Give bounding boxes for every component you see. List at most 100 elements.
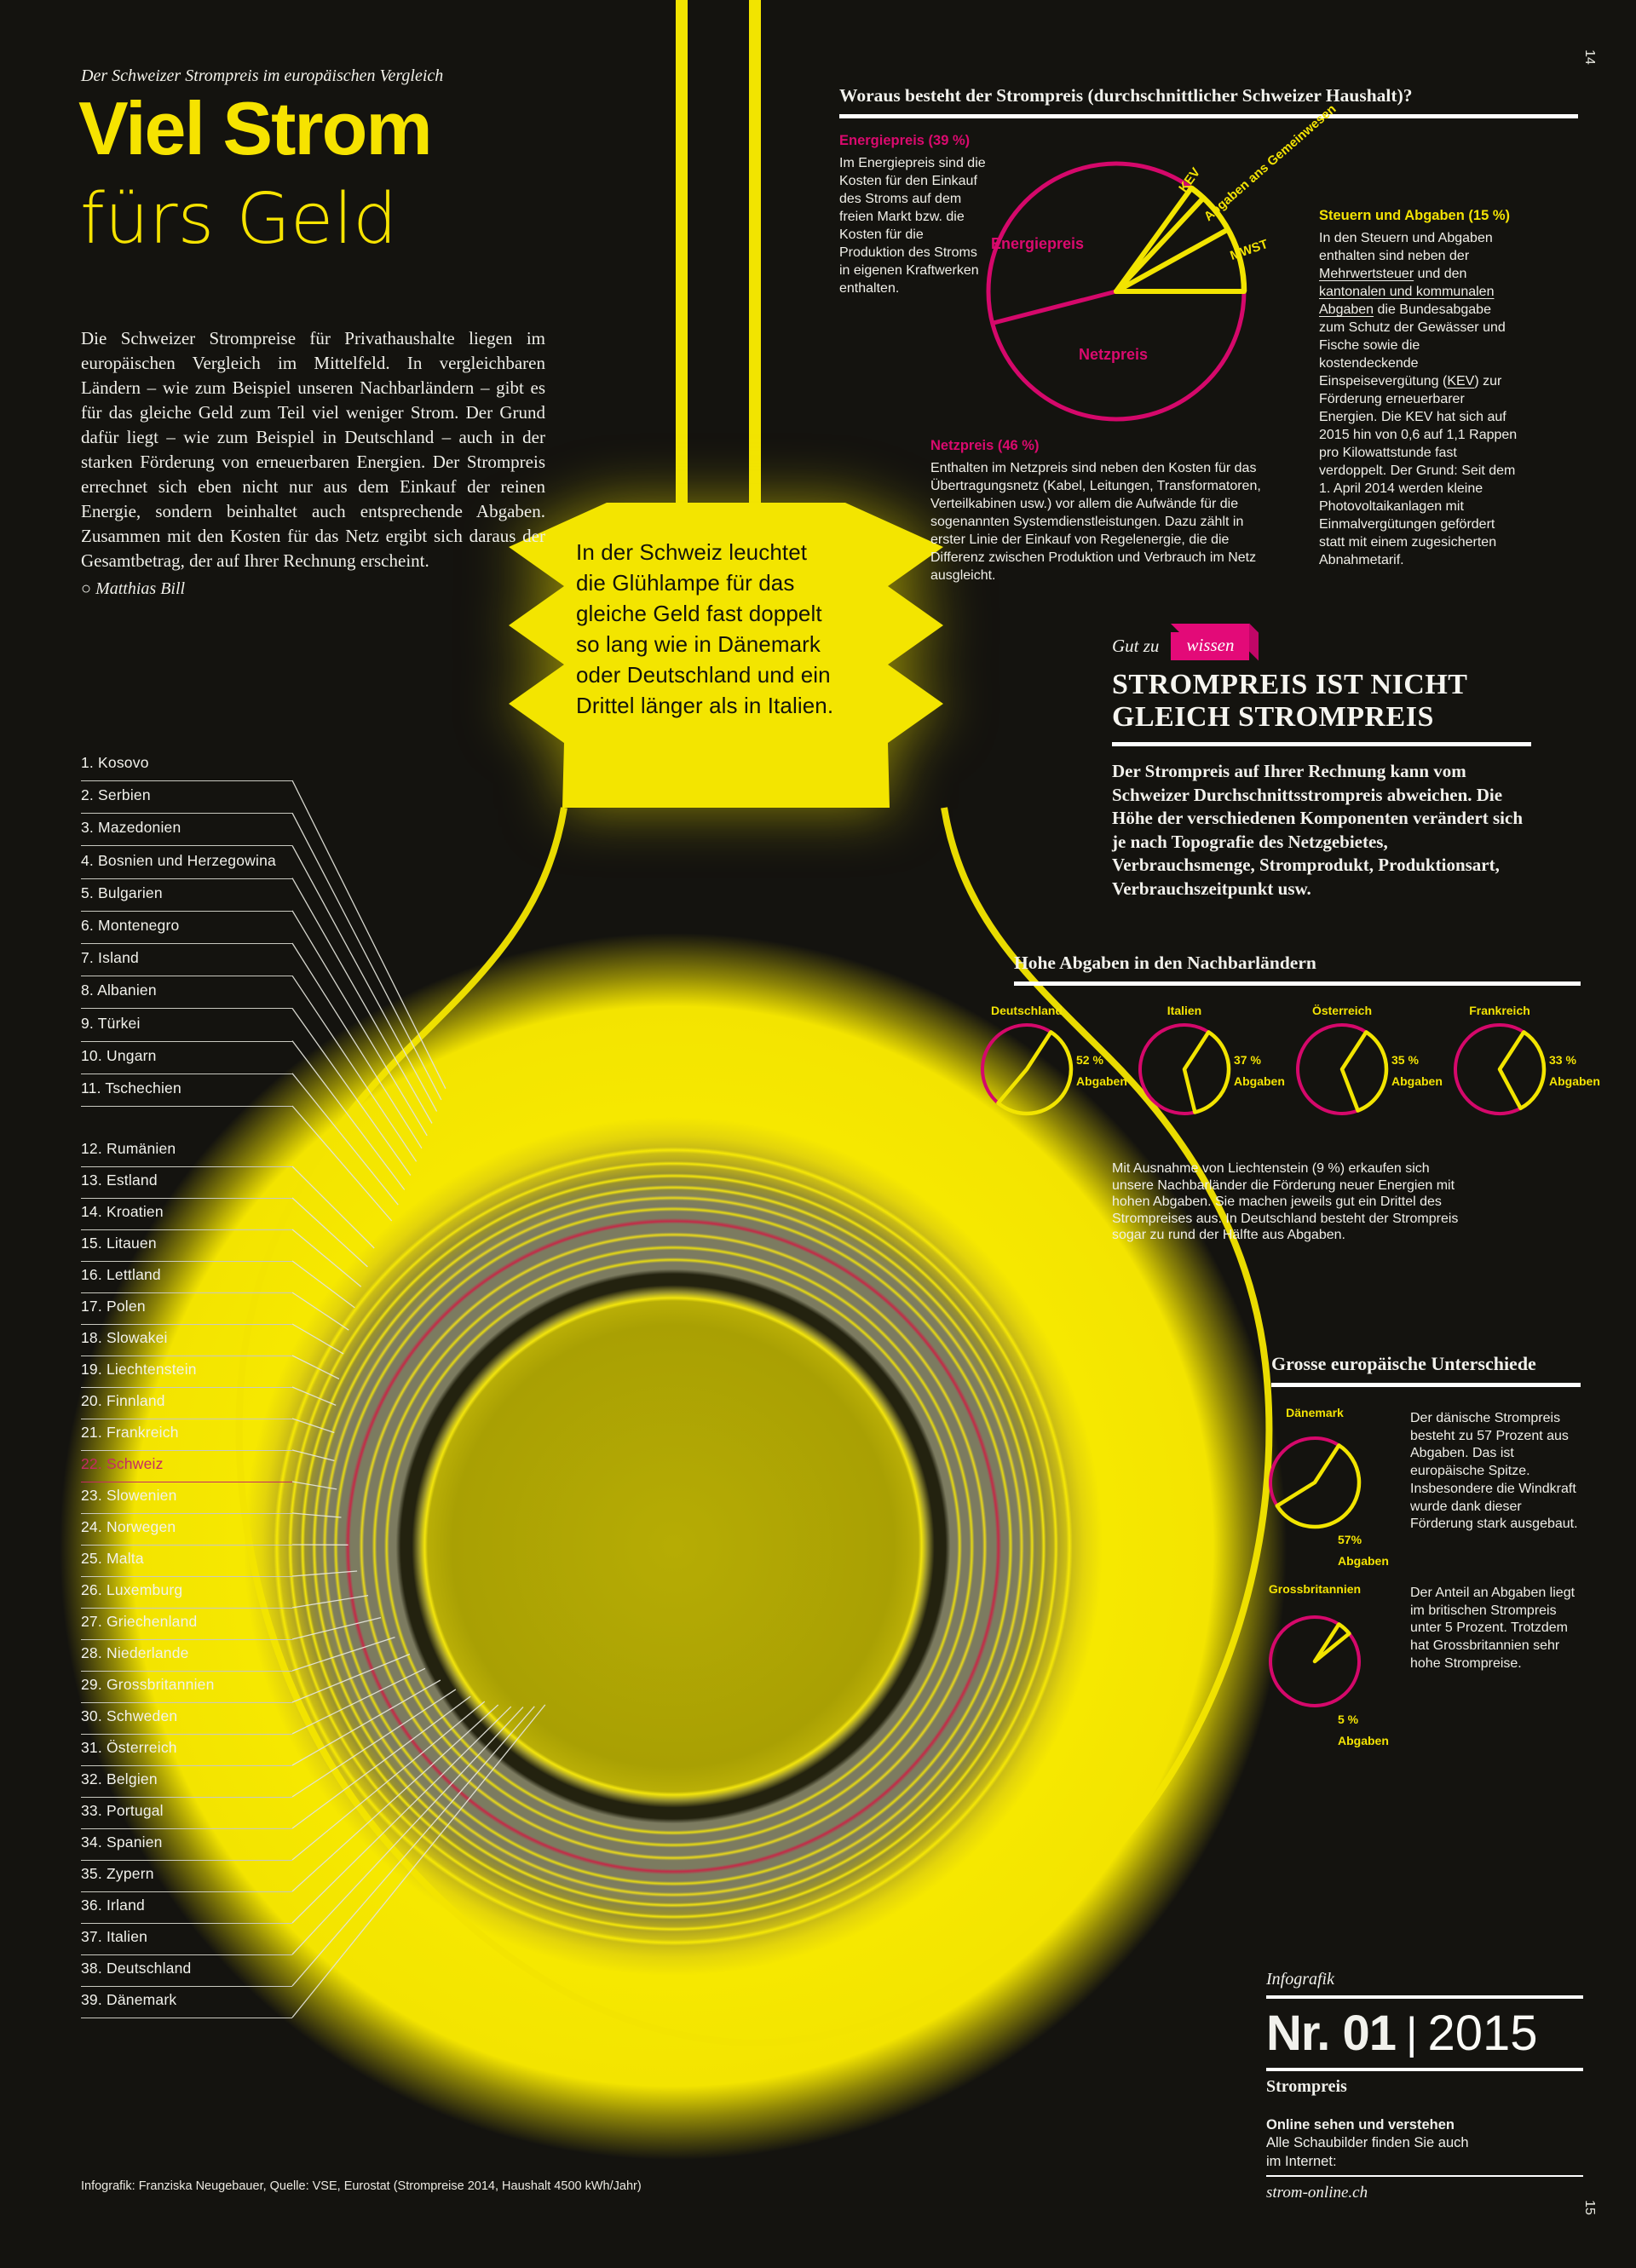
leader-line [291,1449,335,1462]
leader-line [291,1512,342,1518]
neighbor-pie-pct: 52 % Abgaben [1076,1050,1127,1092]
credit-line: Infografik: Franziska Neugebauer, Quelle… [81,2179,642,2193]
issue-topic: Strompreis [1266,2077,1347,2096]
leader-line [291,1073,399,1206]
leader-line [291,1695,471,1829]
strompreis-pie-chart [986,161,1247,422]
denmark-label: Dänemark [1286,1406,1344,1419]
gzw-rule [1112,742,1531,746]
ranking-item: 10. Ungarn [81,1047,292,1074]
leader-line [291,1594,369,1609]
ranking-item: 38. Deutschland [81,1960,292,1987]
pie-denmark [1269,1436,1362,1529]
ranking-item: 31. Österreich [81,1739,292,1766]
ranking-item: 24. Norwegen [81,1518,292,1546]
leader-line [291,1008,412,1176]
neighbor-pie-Frankreich [1454,1023,1547,1115]
leader-line [291,1679,441,1766]
leader-line [291,1105,393,1222]
leader-line [291,845,438,1112]
kicker: Der Schweizer Strompreis im europäischen… [81,66,444,85]
gzw-kicker: Gut zu wissen [1112,632,1538,660]
uk-pct: 5 % Abgaben [1338,1709,1389,1752]
online-line2: Alle Schaubilder finden Sie auch [1266,2135,1469,2150]
leader-line [291,1481,337,1490]
leader-line [291,1166,375,1249]
leader-line [291,1704,499,1892]
leader-line [291,1636,395,1672]
bulb-caption: In der Schweiz leuchtet die Glühlampe fü… [576,539,834,718]
page-number-left: 14 [1581,49,1597,65]
neighbor-pct-value: 52 % [1076,1053,1103,1067]
ranking-item: 8. Albanien [81,981,292,1010]
ranking-item: 6. Montenegro [81,917,292,944]
netzpreis-title: Netzpreis (46 %) [930,438,1040,453]
ranking-item: 11. Tschechien [81,1079,292,1107]
neighbor-pie-Deutschland [981,1023,1074,1116]
denmark-pct-value: 57% [1338,1533,1362,1546]
section-title-neighbors: Hohe Abgaben in den Nachbarländern [1014,953,1581,986]
ranking-item: 7. Island [81,949,292,977]
intro-text: Die Schweizer Strompreise für Privathaus… [81,328,545,571]
leader-line [291,1197,368,1268]
energiepreis-title: Energiepreis (39 %) [839,133,971,148]
neighbor-pie-label: Österreich [1311,1004,1373,1017]
ranking-item: 34. Spanien [81,1833,292,1861]
ranking-item: 13. Estland [81,1171,292,1199]
denmark-pct: 57% Abgaben [1338,1529,1389,1572]
denmark-text: Der dänische Strompreis besteht zu 57 Pr… [1410,1411,1578,1532]
neighbor-pct-word: Abgaben [1076,1074,1127,1088]
ranking-item: 12. Rumänien [81,1140,292,1167]
ranking-item: 5. Bulgarien [81,884,292,912]
ranking-item: 36. Irland [81,1897,292,1924]
leader-line [291,1040,406,1190]
bulb-wire-left [676,0,688,511]
uk-label: Grossbritannien [1268,1582,1362,1596]
neighbor-pct-word: Abgaben [1549,1074,1600,1088]
neighbor-pie-pct: 33 % Abgaben [1549,1050,1600,1092]
ranking-item: 4. Bosnien und Herzegowina [81,852,292,879]
neighbor-pct-word: Abgaben [1234,1074,1285,1088]
ranking-item: 37. Italien [81,1928,292,1955]
author-icon: ○ [81,579,92,598]
ranking-item: 15. Litauen [81,1235,292,1262]
leader-line [291,1653,411,1703]
neighbor-pie-Österreich [1296,1023,1389,1115]
leader-line [291,1667,426,1735]
ranking-item: 32. Belgien [81,1770,292,1798]
ranking-item: 18. Slowakei [81,1329,292,1356]
infografik-badge: Infografik Nr. 01 | 2015 Strompreis Onli… [1266,1970,1583,2202]
issue-year: 2015 [1427,2006,1538,2061]
ranking-item: 25. Malta [81,1550,292,1577]
bulb-glow-rings [60,933,1287,2160]
neighbor-pie-label: Deutschland [990,1004,1063,1017]
neighbor-pct-value: 35 % [1391,1053,1419,1067]
gzw-body: Der Strompreis auf Ihrer Rechnung kann v… [1112,761,1523,899]
neighbor-pie-label: Frankreich [1469,1004,1530,1017]
neighbor-pie-label: Italien [1167,1004,1202,1017]
neighbor-pie-Italien [1138,1023,1231,1115]
pie-great-britain [1269,1615,1361,1707]
bulb-cap-shape [509,503,943,808]
uk-pct-word: Abgaben [1338,1734,1389,1747]
ranking-item: 21. Frankreich [81,1424,292,1451]
leader-line [291,910,428,1137]
infografik-kicker: Infografik [1266,1970,1334,1989]
ranking-item: 20. Finnland [81,1392,292,1419]
website-link[interactable]: strom-online.ch [1266,2184,1368,2202]
leader-line [291,1323,344,1355]
leader-line [291,1689,457,1798]
leader-line [291,1706,535,1987]
page-title-line1: Viel Strom [78,86,433,170]
rule [1266,1995,1583,1999]
ranking-item: 35. Zypern [81,1865,292,1892]
ranking-item: 19. Liechtenstein [81,1361,292,1388]
pie-label-netzpreis: Netzpreis [1079,346,1149,363]
leader-line [291,1707,524,1955]
leader-line [291,1229,362,1287]
netzpreis-note: Netzpreis (46 %) Enthalten im Netzpreis … [930,438,1273,584]
leader-line [291,1706,512,1924]
neighbor-pct-value: 33 % [1549,1053,1576,1067]
